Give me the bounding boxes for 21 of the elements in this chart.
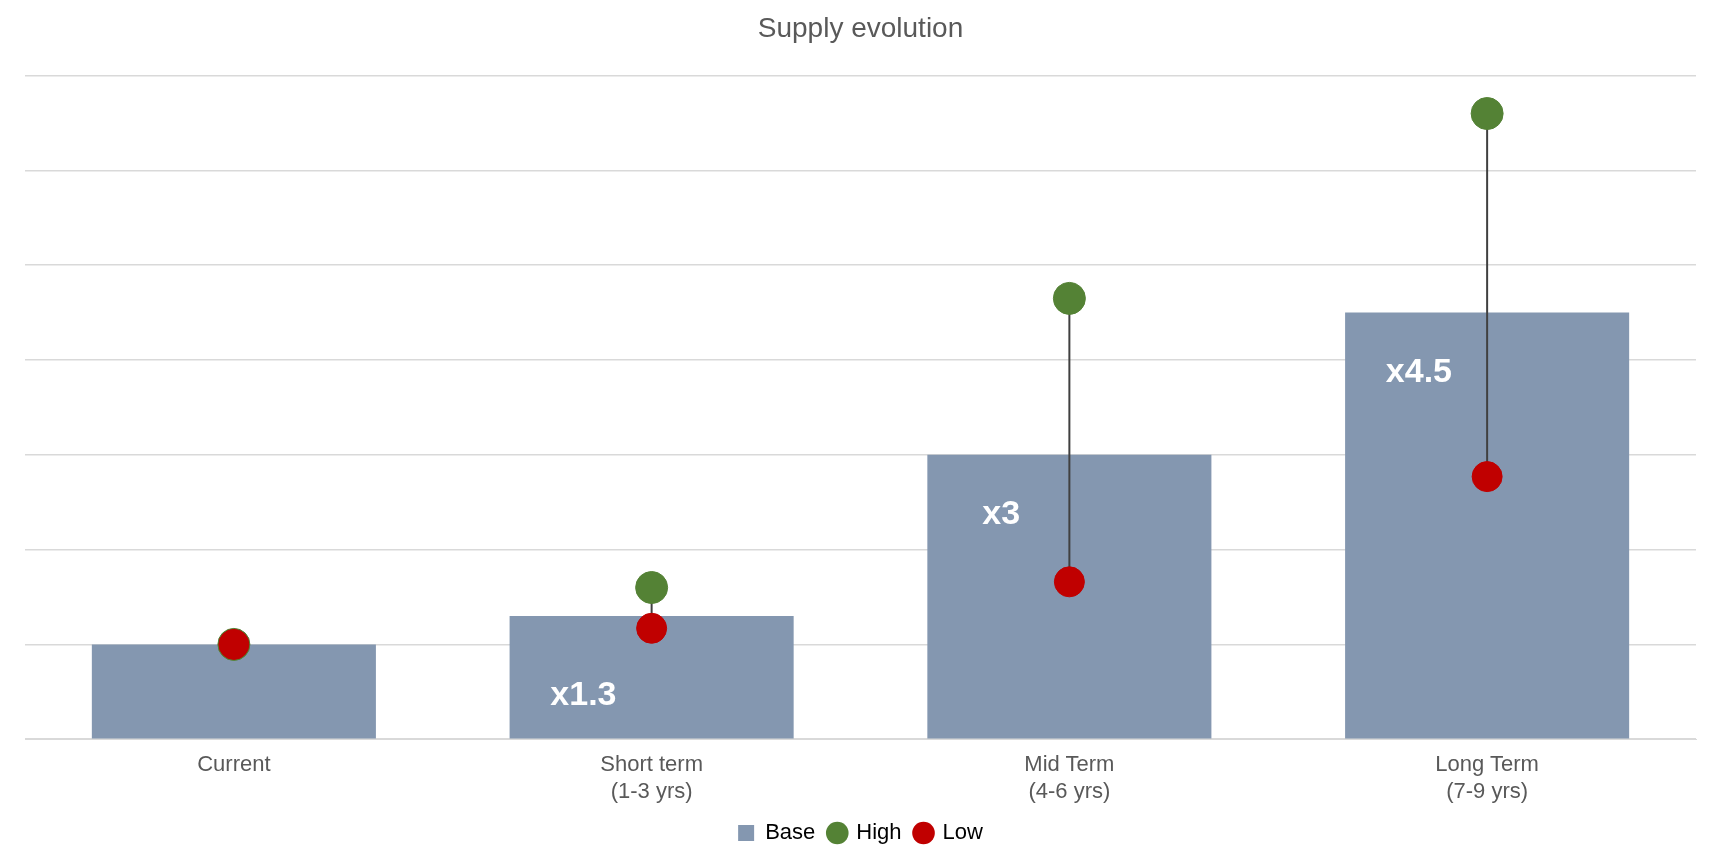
data-label: x4.5	[1385, 350, 1453, 389]
point	[636, 612, 668, 644]
point	[1470, 97, 1504, 131]
bar	[91, 644, 376, 739]
bar	[509, 615, 794, 739]
point	[1052, 281, 1086, 315]
bar	[927, 454, 1212, 739]
data-label: x3	[982, 493, 1021, 532]
legend-label: Base	[765, 819, 816, 845]
x-tick-label: Current	[197, 751, 271, 777]
bar	[1345, 312, 1630, 739]
point	[635, 571, 669, 605]
x-tick-label: Mid Term (4-6 yrs)	[1024, 751, 1115, 803]
point	[1471, 461, 1503, 493]
legend-label: Low	[942, 819, 983, 845]
point	[1053, 566, 1085, 598]
data-label: x1.3	[550, 673, 617, 712]
x-tick-label: Short term (1-3 yrs)	[600, 751, 703, 803]
x-tick-label: Long Term (7-9 yrs)	[1435, 751, 1539, 803]
chart-title: Supply evolution	[757, 11, 964, 43]
legend-label: High	[856, 819, 902, 845]
